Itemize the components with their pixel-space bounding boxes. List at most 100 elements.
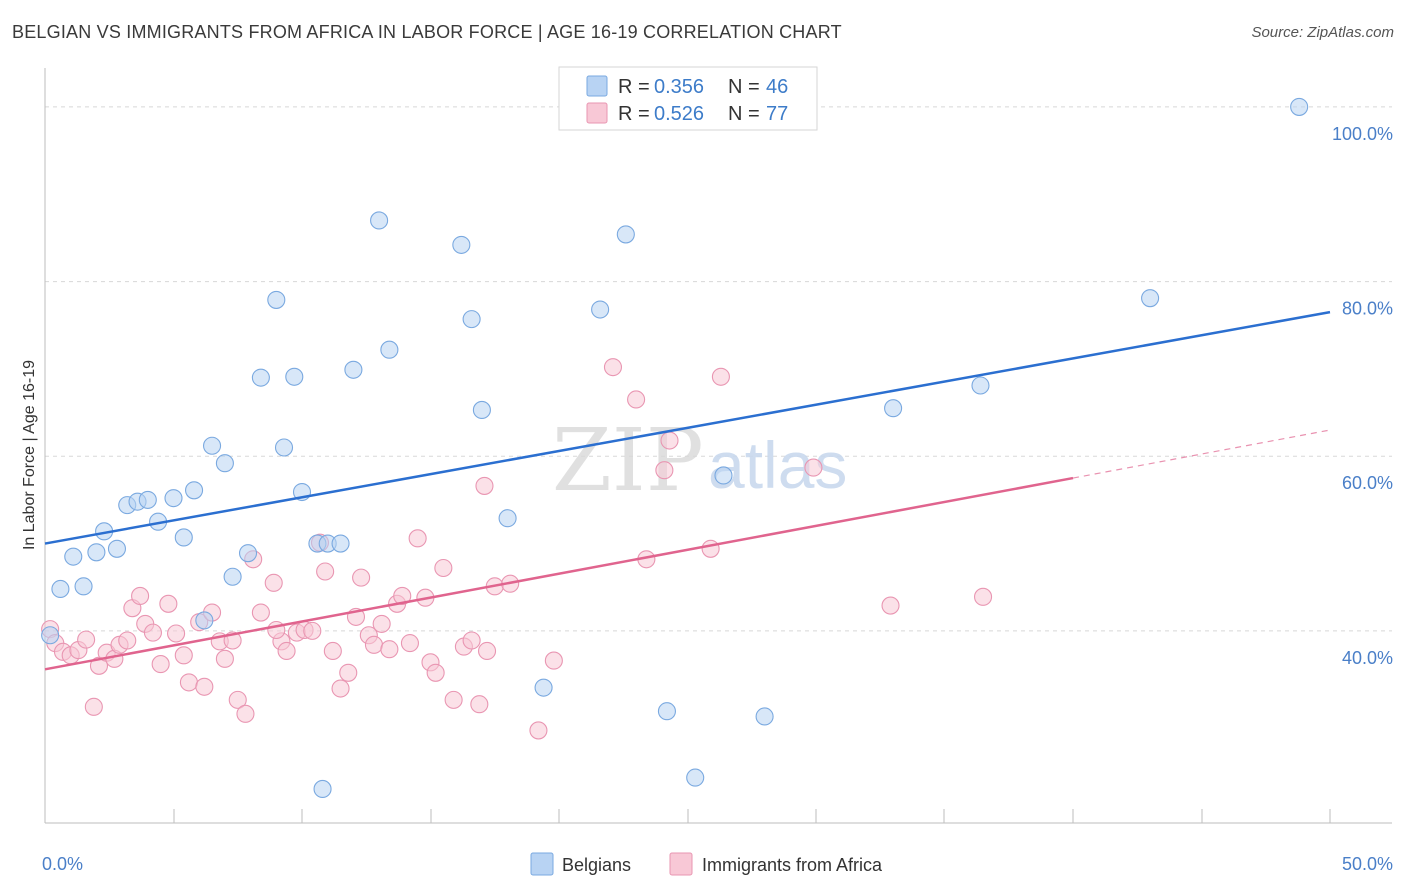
belgian-point <box>195 611 214 630</box>
belgian-point <box>686 768 705 787</box>
africa-point <box>660 431 679 450</box>
africa-point <box>470 695 489 714</box>
africa-point <box>400 634 419 653</box>
belgian-point <box>452 235 471 254</box>
bottom-legend-swatch-belgians[interactable] <box>530 852 554 876</box>
africa-point <box>131 586 150 606</box>
belgian-point <box>64 547 83 566</box>
africa-point <box>973 587 993 606</box>
trend-lines <box>44 310 1331 671</box>
belgian-point <box>755 707 774 726</box>
belgian-point <box>472 400 491 420</box>
africa-point <box>118 631 137 650</box>
africa-point <box>393 586 412 606</box>
africa-point <box>408 529 427 548</box>
belgian-point <box>714 466 733 485</box>
africa-point <box>236 704 255 723</box>
series-africa-points <box>41 358 993 740</box>
chart-title: BELGIAN VS IMMIGRANTS FROM AFRICA IN LAB… <box>12 22 842 42</box>
legend-africa-n-value: 77 <box>766 103 788 125</box>
bottom-legend: Belgians Immigrants from Africa <box>530 852 883 876</box>
africa-point <box>477 641 497 661</box>
belgian-point <box>591 300 610 319</box>
series-belgians-points <box>41 97 1309 798</box>
africa-point <box>711 367 730 386</box>
africa-point <box>380 640 399 659</box>
africa-point <box>372 614 391 633</box>
africa-point <box>215 649 234 668</box>
belgian-point <box>87 543 106 562</box>
africa-point <box>529 721 548 740</box>
legend-belgians-n-label: N = <box>728 76 760 98</box>
x-tick-label: 50.0% <box>1342 854 1393 874</box>
belgian-point <box>971 376 990 395</box>
belgian-point <box>203 436 222 455</box>
africa-point <box>364 635 384 654</box>
africa-point <box>444 690 463 709</box>
belgian-point <box>616 225 635 244</box>
belgian-point <box>657 702 676 721</box>
legend-swatch-africa <box>586 102 608 124</box>
belgian-point <box>285 367 304 386</box>
x-tick-label: 0.0% <box>42 854 83 874</box>
belgian-point <box>251 368 270 387</box>
watermark-atlas: atlas <box>708 428 847 502</box>
africa-point <box>339 663 358 682</box>
africa-point <box>159 594 178 613</box>
africa-point <box>352 568 371 587</box>
belgian-point <box>274 438 294 457</box>
africa-point <box>323 641 342 661</box>
belgian-point <box>884 399 903 418</box>
y-axis-title: In Labor Force | Age 16-19 <box>21 360 38 550</box>
belgian-point <box>107 539 127 558</box>
africa-point <box>627 390 646 409</box>
belgian-point <box>164 489 183 508</box>
legend-belgians-r-value: 0.356 <box>654 76 704 98</box>
africa-point <box>544 651 563 670</box>
watermark-zip: ZIP <box>552 411 704 511</box>
belgian-point <box>331 534 350 553</box>
bottom-legend-swatch-africa[interactable] <box>669 852 693 876</box>
legend-belgians-r-label: R = <box>618 76 650 98</box>
belgian-point <box>498 509 517 528</box>
belgian-point <box>267 290 286 309</box>
africa-point <box>264 573 283 592</box>
africa-point <box>195 677 214 696</box>
belgian-point <box>380 340 399 359</box>
africa-point <box>316 562 335 581</box>
trendline-africa-extension <box>1072 429 1331 479</box>
belgian-point <box>185 481 204 500</box>
africa-point <box>84 697 103 716</box>
axes <box>44 68 1392 824</box>
belgian-point <box>462 310 481 329</box>
africa-point <box>426 663 445 682</box>
africa-point <box>151 655 170 674</box>
belgian-point <box>534 678 553 697</box>
africa-point <box>434 558 453 578</box>
y-tick-label: 40.0% <box>1342 648 1393 668</box>
africa-point <box>603 358 623 377</box>
bottom-legend-label-africa[interactable]: Immigrants from Africa <box>702 855 883 875</box>
africa-point <box>655 461 674 480</box>
africa-point <box>179 673 198 692</box>
africa-point <box>804 458 823 477</box>
bottom-legend-label-belgians[interactable]: Belgians <box>562 855 631 875</box>
legend-africa-r-label: R = <box>618 103 650 125</box>
belgian-point <box>51 579 70 599</box>
legend-box: R = 0.356 N = 46 R = 0.526 N = 77 <box>558 66 818 131</box>
belgian-point <box>223 567 242 586</box>
y-tick-label: 80.0% <box>1342 299 1393 319</box>
belgian-point <box>174 528 193 547</box>
y-tick-label: 100.0% <box>1332 124 1393 144</box>
africa-point <box>303 621 322 640</box>
belgian-point <box>238 544 258 563</box>
source-credit[interactable]: Source: ZipAtlas.com <box>1251 24 1394 41</box>
y-tick-label: 60.0% <box>1342 473 1393 493</box>
belgian-point <box>1290 97 1309 116</box>
africa-point <box>331 679 350 698</box>
belgian-point <box>313 779 332 798</box>
africa-point <box>475 476 494 495</box>
legend-swatch-belgians <box>586 75 608 97</box>
africa-point <box>143 623 162 642</box>
